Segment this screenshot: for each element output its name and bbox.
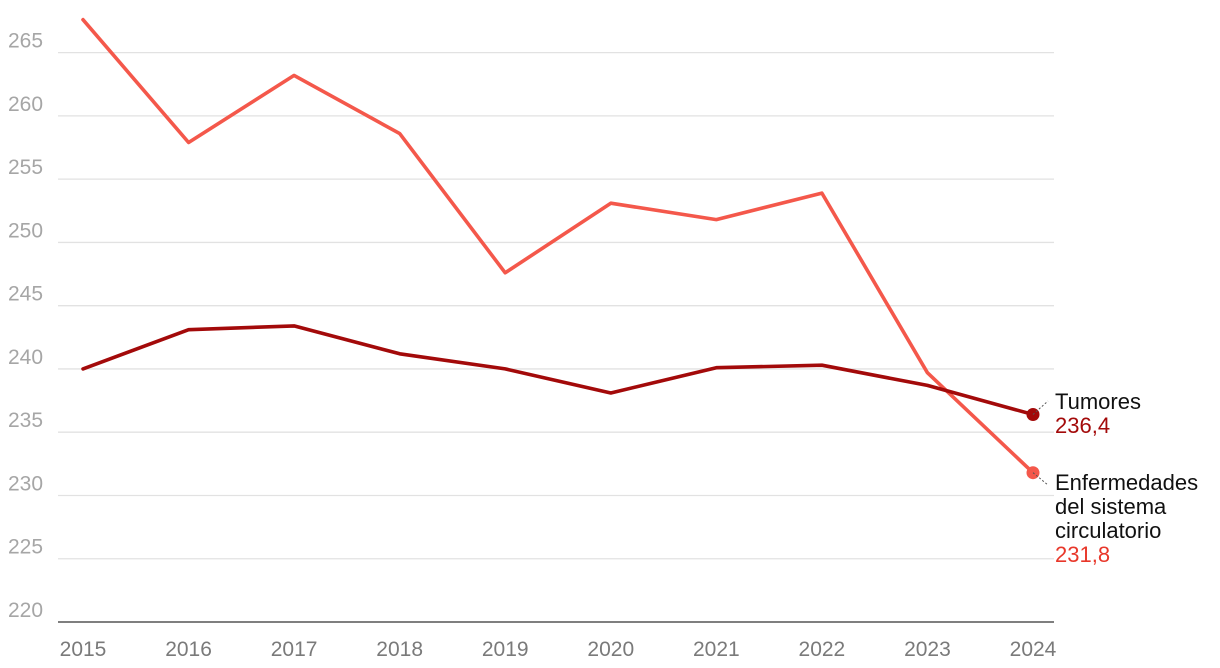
y-tick-label: 225	[8, 536, 43, 559]
x-tick-label: 2018	[376, 638, 423, 661]
series-value-label: 231,8	[1055, 542, 1110, 567]
y-tick-label: 230	[8, 472, 43, 495]
label-leader-line	[1032, 400, 1049, 415]
x-tick-label: 2017	[271, 638, 318, 661]
x-tick-label: 2022	[799, 638, 846, 661]
y-tick-label: 265	[8, 30, 43, 53]
y-tick-label: 250	[8, 219, 43, 242]
y-tick-label: 220	[8, 599, 43, 622]
x-tick-label: 2020	[587, 638, 634, 661]
series-name-label: Enfermedades	[1055, 470, 1198, 495]
x-tick-label: 2023	[904, 638, 951, 661]
series-value-label: 236,4	[1055, 413, 1110, 438]
series-name-label: Tumores	[1055, 389, 1141, 414]
series-name-label: circulatorio	[1055, 518, 1161, 543]
x-tick-label: 2021	[693, 638, 740, 661]
x-tick-label: 2019	[482, 638, 529, 661]
series-name-label: del sistema	[1055, 494, 1167, 519]
series-line	[81, 17, 1035, 475]
x-tick-label: 2024	[1010, 638, 1057, 661]
y-axis-ticks: 220 225 230 235 240 245 250 255 260 265	[8, 30, 43, 622]
series-line	[81, 324, 1035, 417]
y-tick-label: 245	[8, 283, 43, 306]
x-axis-ticks: 2015 2016 2017 2018 2019 2020 2021 2022 2023 2024	[60, 638, 1057, 661]
gridlines	[58, 51, 1054, 623]
series-lines	[81, 17, 1040, 480]
label-leader-line	[1032, 472, 1049, 486]
y-tick-label: 255	[8, 156, 43, 179]
x-tick-label: 2016	[165, 638, 212, 661]
y-tick-label: 260	[8, 93, 43, 116]
y-tick-label: 240	[8, 346, 43, 369]
y-tick-label: 235	[8, 409, 43, 432]
x-tick-label: 2015	[60, 638, 107, 661]
